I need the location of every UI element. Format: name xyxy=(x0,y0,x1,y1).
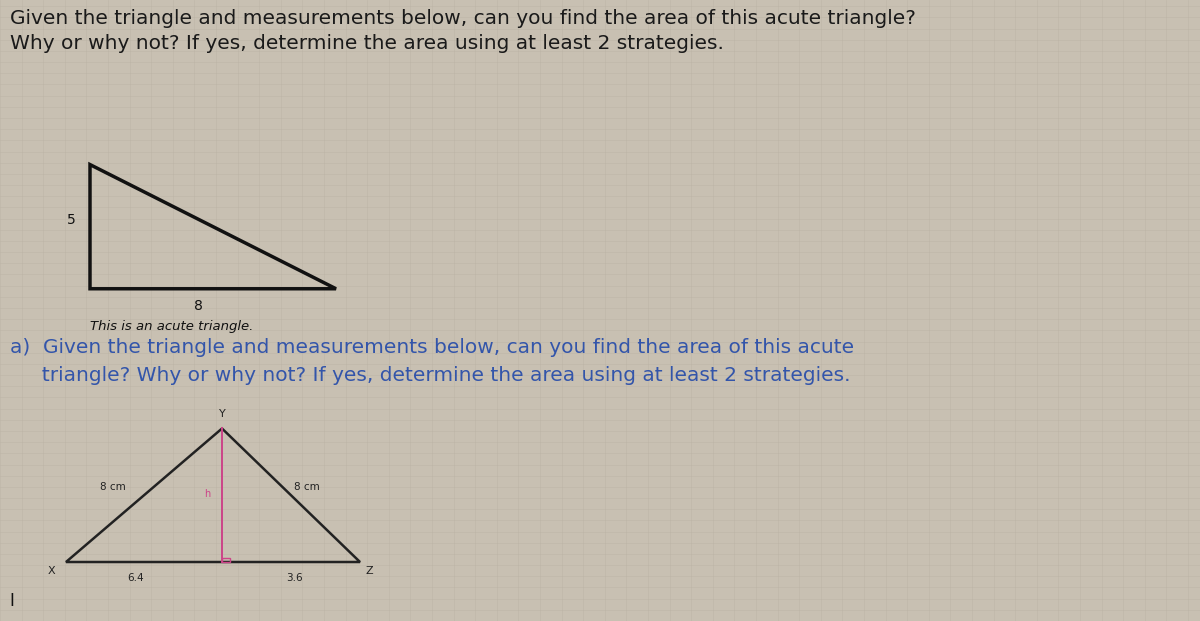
Text: 3.6: 3.6 xyxy=(286,573,302,582)
Text: 8 cm: 8 cm xyxy=(294,483,319,492)
Text: 8 cm: 8 cm xyxy=(101,483,126,492)
Text: Why or why not? If yes, determine the area using at least 2 strategies.: Why or why not? If yes, determine the ar… xyxy=(10,34,724,53)
Text: This is an acute triangle.: This is an acute triangle. xyxy=(90,320,253,333)
Text: Z: Z xyxy=(366,566,373,576)
Text: I: I xyxy=(10,592,14,610)
Text: Given the triangle and measurements below, can you find the area of this acute t: Given the triangle and measurements belo… xyxy=(10,9,916,29)
Text: X: X xyxy=(48,566,55,576)
Text: h: h xyxy=(204,489,210,499)
Text: triangle? Why or why not? If yes, determine the area using at least 2 strategies: triangle? Why or why not? If yes, determ… xyxy=(10,366,850,386)
Text: a)  Given the triangle and measurements below, can you find the area of this acu: a) Given the triangle and measurements b… xyxy=(10,338,853,358)
Text: 8: 8 xyxy=(193,299,203,314)
Text: Y: Y xyxy=(218,409,226,419)
Text: 5: 5 xyxy=(67,214,76,227)
Text: 6.4: 6.4 xyxy=(127,573,144,582)
